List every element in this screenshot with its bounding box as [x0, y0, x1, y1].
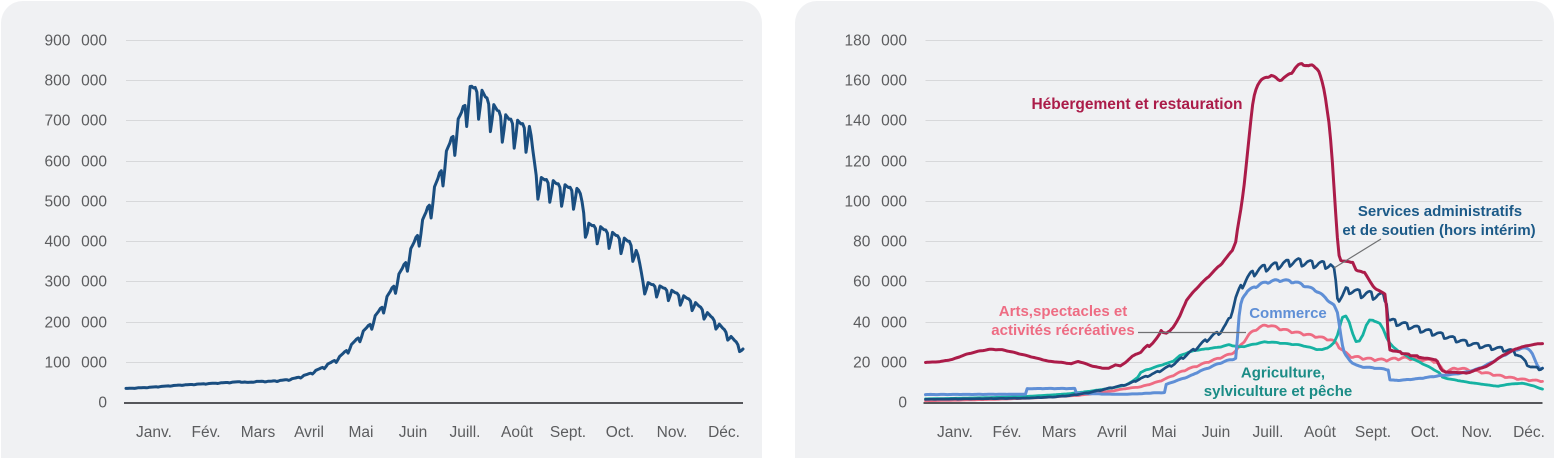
svg-text:120 000: 120 000: [844, 154, 907, 171]
svg-text:500 000: 500 000: [44, 194, 107, 211]
svg-text:700 000: 700 000: [44, 113, 107, 130]
svg-text:Sept.: Sept.: [1355, 424, 1391, 441]
svg-text:0: 0: [98, 395, 107, 412]
svg-text:180 000: 180 000: [844, 33, 907, 50]
svg-text:Juin: Juin: [399, 424, 427, 441]
svg-text:Commerce: Commerce: [1249, 305, 1327, 322]
svg-text:Mai: Mai: [349, 424, 374, 441]
svg-text:100 000: 100 000: [844, 194, 907, 211]
svg-text:et de soutien (hors intérim): et de soutien (hors intérim): [1342, 222, 1535, 239]
svg-text:140 000: 140 000: [844, 113, 907, 130]
svg-text:Sept.: Sept.: [550, 424, 586, 441]
svg-text:60 000: 60 000: [853, 274, 907, 291]
svg-text:40 000: 40 000: [853, 315, 907, 332]
svg-text:Janv.: Janv.: [136, 424, 172, 441]
svg-text:Juin: Juin: [1202, 424, 1230, 441]
svg-text:Mars: Mars: [1042, 424, 1077, 441]
svg-text:Arts,spectacles et: Arts,spectacles et: [999, 303, 1127, 320]
svg-text:800 000: 800 000: [44, 73, 107, 90]
svg-text:Avril: Avril: [294, 424, 324, 441]
svg-text:Hébergement et restauration: Hébergement et restauration: [1031, 96, 1242, 113]
svg-text:Oct.: Oct.: [1411, 424, 1439, 441]
svg-text:100 000: 100 000: [44, 355, 107, 372]
svg-text:sylviculture et pêche: sylviculture et pêche: [1204, 383, 1352, 400]
svg-text:Juill.: Juill.: [1252, 424, 1283, 441]
svg-text:20 000: 20 000: [853, 355, 907, 372]
svg-text:Fév.: Fév.: [192, 424, 221, 441]
svg-text:80 000: 80 000: [853, 234, 907, 251]
svg-text:Mai: Mai: [1152, 424, 1177, 441]
svg-text:0: 0: [898, 395, 907, 412]
svg-text:Fév.: Fév.: [993, 424, 1022, 441]
svg-text:Juill.: Juill.: [449, 424, 480, 441]
svg-text:Nov.: Nov.: [657, 424, 688, 441]
svg-text:Déc.: Déc.: [1513, 424, 1545, 441]
svg-text:Services administratifs: Services administratifs: [1358, 203, 1522, 220]
svg-text:160 000: 160 000: [844, 73, 907, 90]
svg-text:200 000: 200 000: [44, 315, 107, 332]
svg-text:Août: Août: [1304, 424, 1337, 441]
svg-text:activités récréatives: activités récréatives: [991, 322, 1134, 339]
svg-text:900 000: 900 000: [44, 33, 107, 50]
svg-text:Agriculture,: Agriculture,: [1241, 365, 1325, 382]
svg-text:Mars: Mars: [241, 424, 276, 441]
svg-text:Août: Août: [501, 424, 534, 441]
svg-text:400 000: 400 000: [44, 234, 107, 251]
svg-text:600 000: 600 000: [44, 154, 107, 171]
svg-text:300 000: 300 000: [44, 274, 107, 291]
svg-text:Nov.: Nov.: [1462, 424, 1493, 441]
svg-text:Oct.: Oct.: [606, 424, 634, 441]
svg-text:Avril: Avril: [1097, 424, 1127, 441]
svg-text:Déc.: Déc.: [708, 424, 740, 441]
svg-text:Janv.: Janv.: [937, 424, 973, 441]
